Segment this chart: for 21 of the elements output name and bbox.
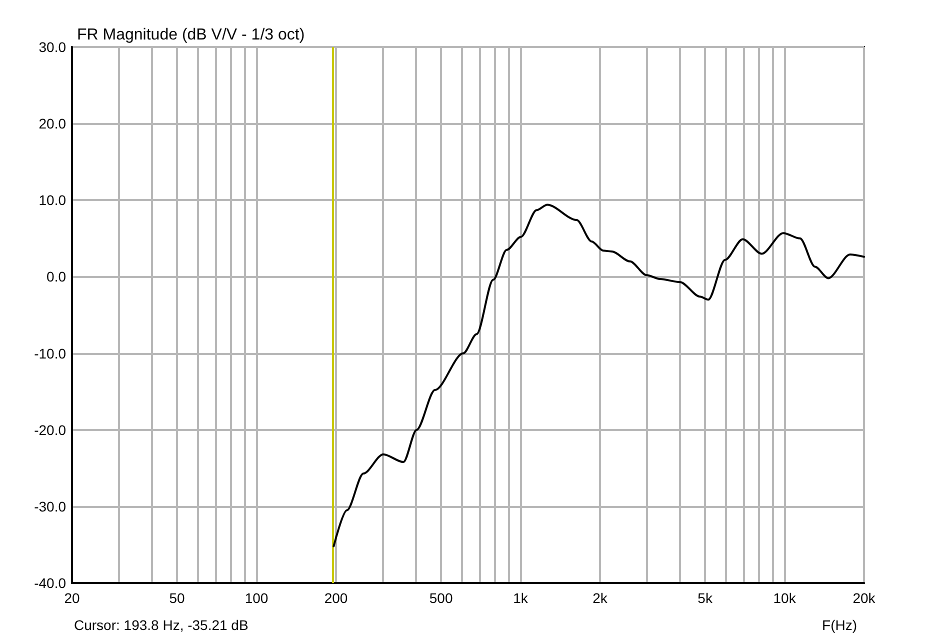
chart-title: FR Magnitude (dB V/V - 1/3 oct)	[77, 26, 305, 44]
x-tick-label: 1k	[513, 590, 529, 606]
y-tick-label: 10.0	[38, 192, 66, 208]
x-tick-label: 200	[324, 590, 348, 606]
y-tick-label: 0.0	[46, 268, 66, 285]
x-tick-label: 10k	[773, 590, 797, 606]
x-tick-label: 100	[244, 590, 268, 606]
y-tick-label: -40.0	[34, 575, 66, 591]
y-tick-label: 20.0	[38, 116, 66, 132]
y-tick-label: 30.0	[38, 39, 66, 55]
y-tick-label: -10.0	[34, 345, 66, 362]
x-tick-label: 500	[429, 590, 453, 606]
x-axis-title: F(Hz)	[822, 617, 858, 633]
x-tick-label: 20	[64, 590, 80, 606]
y-tick-label: -30.0	[34, 498, 66, 514]
x-tick-label: 5k	[698, 590, 714, 606]
y-tick-label: -20.0	[34, 422, 66, 438]
x-tick-label: 50	[169, 590, 186, 606]
x-tick-label: 2k	[592, 590, 608, 606]
text: Cursor: 193.8 Hz, -35.21 dB	[74, 617, 248, 633]
x-tick-label: 20k	[852, 590, 876, 606]
